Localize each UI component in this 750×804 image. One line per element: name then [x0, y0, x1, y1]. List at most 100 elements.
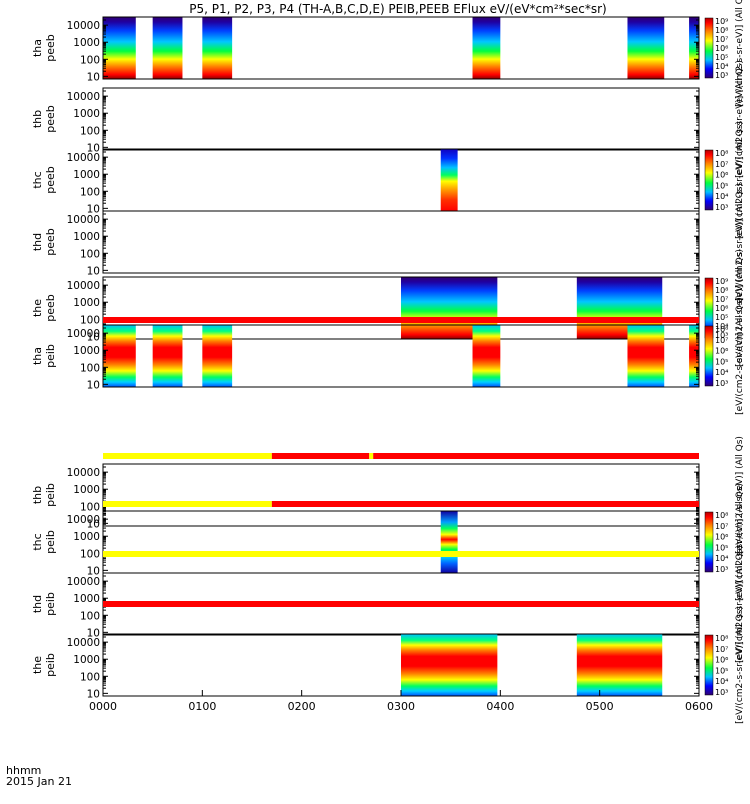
- y-tick-label: 100: [80, 610, 100, 622]
- spectrogram-block: [627, 17, 665, 79]
- x-tick-label: 0400: [486, 700, 514, 713]
- spectrogram-block: [440, 149, 458, 211]
- colorbar-unit-label: [eV/(cm2-s-sr-eV)] (All Qs): [735, 60, 745, 178]
- colorbar-tick-label: 10⁵: [715, 181, 728, 190]
- colorbar-unit-label: [eV/(cm2-s-sr-eV)] (All Qs): [735, 297, 745, 415]
- panel-frame: [102, 87, 700, 151]
- y-tick-label: 10: [87, 203, 100, 215]
- colorbar-tick-label: 10⁷: [715, 336, 728, 345]
- y-tick-label: 100: [80, 362, 100, 374]
- quality-bar-segment: [373, 453, 699, 459]
- panel-frame: [102, 148, 700, 212]
- y-tick-label: 1000: [73, 654, 100, 666]
- colorbar-tick-label: 10⁸: [715, 286, 728, 295]
- y-axis-label-probe: tha: [31, 347, 44, 365]
- x-tick-label: 0000: [89, 700, 117, 713]
- x-axis-date-label: 2015 Jan 21: [6, 775, 72, 788]
- spectrogram-block: [401, 634, 498, 696]
- y-tick-label: 1000: [73, 297, 100, 309]
- figure-title: P5, P1, P2, P3, P4 (TH-A,B,C,D,E) PEIB,P…: [189, 2, 606, 16]
- quality-bar-segment: [271, 501, 699, 507]
- panel-frame: [102, 463, 700, 527]
- colorbar-unit-label: [eV/(cm2-s-sr-eV)] (All Qs): [735, 606, 745, 724]
- spectrogram-block: [202, 325, 233, 387]
- y-tick-label: 10000: [67, 637, 100, 649]
- x-tick-label: 0200: [288, 700, 316, 713]
- y-axis-label-probe: the: [31, 299, 44, 317]
- colorbar-tick-label: 10⁶: [715, 44, 728, 53]
- y-axis-label-product: peeb: [44, 228, 57, 256]
- panel-frame: [102, 16, 700, 80]
- colorbar: [704, 149, 714, 211]
- panel-thd-peeb: 10 100 1000 10000 thd peeb [eV/(cm2-s-sr-eV)] …: [31, 183, 745, 301]
- panel-frame: [102, 210, 700, 274]
- colorbar-tick-label: 10³: [715, 71, 728, 80]
- y-axis-label-probe: thb: [31, 486, 44, 504]
- colorbar-tick-label: 10³: [715, 203, 728, 212]
- colorbar-tick-label: 10⁸: [715, 634, 728, 643]
- spectrogram-block: [627, 325, 665, 387]
- colorbar-unit-label: [eV/(cm2-s-sr-eV)] (All Qs): [735, 0, 745, 107]
- colorbar-tick-label: 10⁸: [715, 511, 728, 520]
- y-tick-label: 10000: [67, 20, 100, 32]
- y-axis-label-product: peeb: [44, 166, 57, 194]
- y-tick-label: 10000: [67, 214, 100, 226]
- y-axis-label-probe: thc: [31, 533, 44, 550]
- quality-bar-segment: [103, 501, 272, 507]
- spectrogram-block: [472, 325, 501, 387]
- y-tick-label: 1000: [73, 231, 100, 243]
- quality-bar-segment: [103, 551, 699, 557]
- spectrogram-block: [103, 17, 136, 79]
- x-tick-label: 0600: [685, 700, 713, 713]
- y-tick-label: 100: [80, 314, 100, 326]
- panel-frame: [102, 324, 700, 388]
- panel-thb-peeb: 10 100 1000 10000 thb peeb [eV/(cm2-s-sr-eV)] …: [31, 60, 745, 178]
- colorbar-unit-label: [eV/(cm2-s-sr-eV)] (All Qs): [735, 249, 745, 367]
- y-tick-label: 10000: [67, 467, 100, 479]
- y-axis-label-probe: thc: [31, 171, 44, 188]
- y-axis-label-product: peib: [44, 592, 57, 616]
- y-tick-label: 10000: [67, 91, 100, 103]
- colorbar-tick-label: 10³: [715, 379, 728, 388]
- y-axis-label-product: peeb: [44, 294, 57, 322]
- y-tick-label: 10: [87, 379, 100, 391]
- colorbar-tick-label: 10⁶: [715, 347, 728, 356]
- colorbar-unit-label: [eV/(cm2-s-sr-eV)] (All Qs): [735, 483, 745, 601]
- spectrogram-block: [202, 17, 233, 79]
- y-tick-label: 1000: [73, 108, 100, 120]
- spectrogram-block: [152, 17, 183, 79]
- colorbar-tick-label: 10⁷: [715, 35, 728, 44]
- colorbar-unit-label: [eV/(cm2-s-sr-eV)] (All Qs): [735, 545, 745, 663]
- x-tick-label: 0100: [188, 700, 216, 713]
- colorbar-tick-label: 10⁵: [715, 357, 728, 366]
- y-tick-label: 10: [87, 565, 100, 577]
- colorbar-tick-label: 10⁶: [715, 304, 728, 313]
- y-tick-label: 10: [87, 331, 100, 343]
- colorbar: [704, 511, 714, 573]
- colorbar-tick-label: 10³: [715, 688, 728, 697]
- colorbar-tick-label: 10⁷: [715, 522, 728, 531]
- colorbar-tick-label: 10⁴: [715, 554, 728, 563]
- y-tick-label: 100: [80, 186, 100, 198]
- y-tick-label: 100: [80, 125, 100, 137]
- colorbar-tick-label: 10⁸: [715, 149, 728, 158]
- colorbar-tick-label: 10⁷: [715, 645, 728, 654]
- y-axis-label-product: peib: [44, 653, 57, 677]
- colorbar-tick-label: 10⁴: [715, 368, 728, 377]
- y-tick-label: 10: [87, 688, 100, 700]
- y-tick-label: 10000: [67, 576, 100, 588]
- y-axis-label-probe: thb: [31, 110, 44, 128]
- x-tick-label: 0500: [586, 700, 614, 713]
- y-tick-label: 1000: [73, 531, 100, 543]
- spectrogram-block: [689, 325, 699, 387]
- y-tick-label: 10: [87, 142, 100, 154]
- panel-frame: [102, 276, 700, 340]
- y-axis-label-probe: thd: [31, 595, 44, 613]
- colorbar-tick-label: 10⁹: [715, 17, 728, 26]
- spectrogram-block: [152, 325, 183, 387]
